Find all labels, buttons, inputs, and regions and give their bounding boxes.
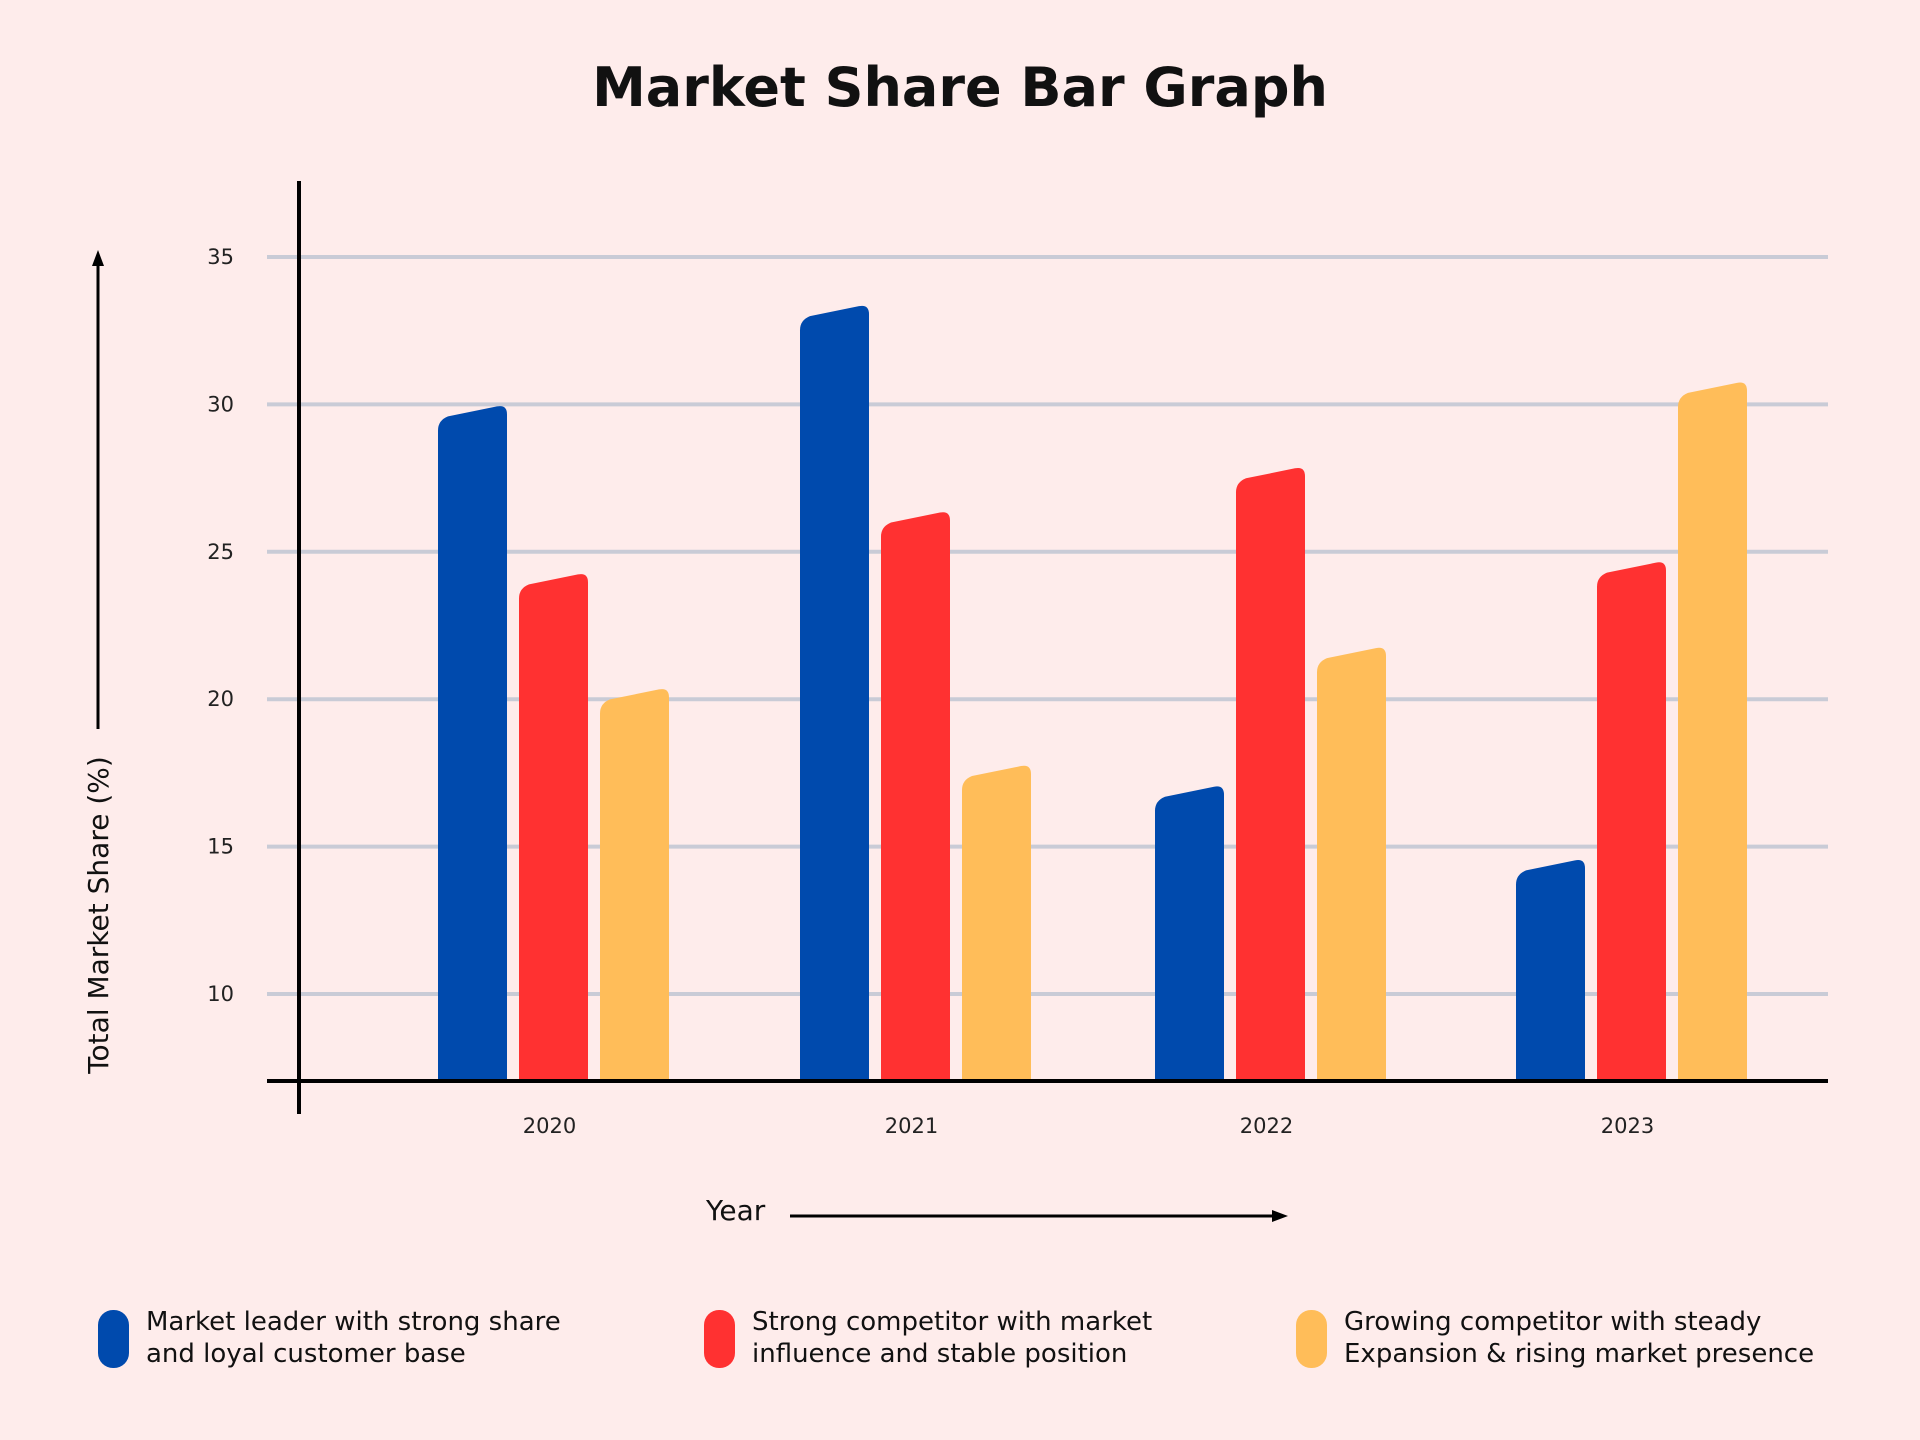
bar-2020-series-2 [519,574,588,1081]
x-tick-label: 2022 [1240,1114,1293,1138]
y-tick-label: 25 [207,540,234,564]
bar-2022-series-1 [1155,786,1224,1081]
legend-swatch [704,1310,735,1368]
legend-label: Strong competitor with market [752,1307,1152,1337]
legend-label: Growing competitor with steady [1344,1307,1761,1337]
bar-2023-series-1 [1516,860,1585,1081]
x-tick-label: 2023 [1601,1114,1654,1138]
x-tick-label: 2021 [885,1114,938,1138]
bar-2021-series-2 [881,512,950,1081]
legend-label: Expansion & rising market presence [1344,1339,1814,1369]
bar-2023-series-3 [1678,382,1747,1081]
x-axis-arrowhead-icon [1272,1210,1288,1222]
bar-2023-series-2 [1597,562,1666,1081]
y-tick-label: 30 [207,392,234,416]
legend-label: Market leader with strong share [146,1307,561,1337]
bar-2022-series-2 [1236,467,1305,1081]
x-tick-labels: 2020 2021 2022 2023 [523,1114,1654,1138]
legend-swatch [1296,1310,1327,1368]
legend-swatch [98,1310,129,1368]
gridlines: 10 15 20 25 30 35 [207,245,1828,1006]
bar-2022-series-3 [1317,647,1386,1081]
y-tick-label: 35 [207,245,234,269]
legend-label: and loyal customer base [146,1339,466,1369]
bar-2020-series-3 [600,689,669,1081]
x-axis-label: Year [705,1194,766,1227]
bars [438,305,1747,1081]
y-tick-label: 10 [207,982,234,1006]
y-tick-label: 20 [207,687,234,711]
bar-2021-series-1 [800,305,869,1081]
y-axis-arrowhead-icon [92,250,104,266]
bar-2021-series-3 [962,765,1031,1081]
y-axis-label: Total Market Share (%) [82,756,115,1075]
x-tick-label: 2020 [523,1114,576,1138]
chart-title: Market Share Bar Graph [592,56,1328,119]
legend-label: influence and stable position [752,1339,1127,1369]
y-tick-label: 15 [207,835,234,859]
bar-2020-series-1 [438,406,507,1081]
